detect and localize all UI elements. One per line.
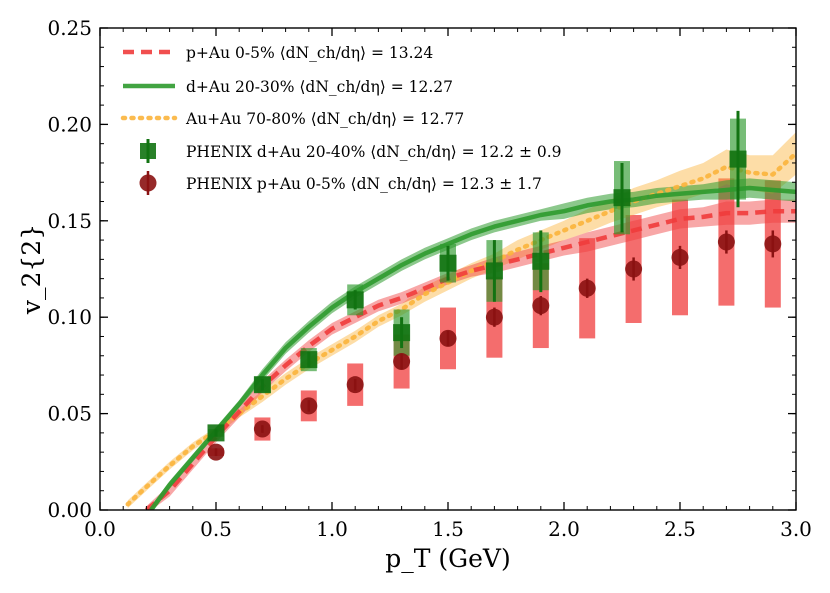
- pAu-line: [144, 208, 796, 510]
- y-axis-label: v_2{2}: [17, 224, 46, 315]
- legend-label-phenix-dAu: PHENIX d+Au 20-40% ⟨dN_ch/dη⟩ = 12.2 ± 0…: [186, 143, 562, 161]
- legend-label-dAu: d+Au 20-30% ⟨dN_ch/dη⟩ = 12.27: [186, 78, 453, 96]
- phenix-pAu-point-3: [346, 376, 364, 394]
- phenix-dAu-point-3: [346, 291, 364, 309]
- phenix-pAu-point-9: [625, 260, 643, 278]
- phenix-dAu-point-1: [253, 376, 271, 394]
- legend: p+Au 0-5% ⟨dN_ch/dη⟩ = 13.24 d+Au 20-30% …: [120, 44, 562, 195]
- y-tick-label-2: 0.10: [47, 305, 92, 329]
- legend-label-AuAu: Au+Au 70-80% ⟨dN_ch/dη⟩ = 12.77: [185, 110, 464, 128]
- phenix-pAu-point-5: [439, 329, 457, 347]
- y-tick-label-4: 0.20: [47, 112, 92, 136]
- y-tick-label-5: 0.25: [47, 16, 92, 40]
- AuAu-uncertainty-band: [127, 132, 796, 509]
- y-tick-label-1: 0.05: [47, 402, 92, 426]
- x-axis-label: p_T (GeV): [385, 544, 510, 573]
- legend-swatch-phenix-pAu: [139, 174, 157, 192]
- legend-label-pAu: p+Au 0-5% ⟨dN_ch/dη⟩ = 13.24: [186, 44, 433, 62]
- phenix-dAu-point-0: [207, 424, 225, 442]
- phenix-pAu-point-12: [764, 235, 782, 253]
- phenix-dAu-point-5: [439, 254, 457, 272]
- phenix-pAu-point-8: [578, 279, 596, 297]
- phenix-dAu-point-8: [613, 189, 631, 207]
- phenix-dAu-point-9: [729, 150, 747, 168]
- phenix-pAu-point-2: [300, 397, 318, 415]
- phenix-pAu-point-0: [207, 443, 225, 461]
- x-tick-label-2: 1.0: [316, 517, 348, 541]
- phenix-dAu-point-6: [485, 262, 503, 280]
- phenix-dAu-point-2: [300, 351, 318, 369]
- y-tick-label-3: 0.15: [47, 209, 92, 233]
- phenix-pAu-point-4: [393, 353, 411, 371]
- phenix-pAu-point-7: [532, 297, 550, 315]
- legend-label-phenix-pAu: PHENIX p+Au 0-5% ⟨dN_ch/dη⟩ = 12.3 ± 1.7: [186, 175, 542, 193]
- phenix-pAu-point-1: [253, 420, 271, 438]
- x-tick-label-4: 2.0: [548, 517, 580, 541]
- phenix-pAu-point-6: [485, 308, 503, 326]
- x-tick-label-0: 0.0: [84, 517, 116, 541]
- phenix-pAu-point-11: [717, 233, 735, 251]
- phenix-pAu-point-10: [671, 248, 689, 266]
- axis-layer: 0.0 0.5 1.0 1.5 2.0 2.5 3.0 0.00 0.05 0.10 0.15 0.2…: [17, 16, 812, 573]
- data-layer: [125, 110, 796, 510]
- x-tick-label-5: 2.5: [664, 517, 696, 541]
- phenix-dAu-point-4: [393, 324, 411, 342]
- phenix-dAu-point-7: [532, 252, 550, 270]
- y-tick-label-0: 0.00: [47, 498, 92, 522]
- x-tick-label-1: 0.5: [200, 517, 232, 541]
- x-tick-label-6: 3.0: [780, 517, 812, 541]
- legend-swatch-phenix-dAu: [140, 143, 156, 159]
- x-tick-label-3: 1.5: [432, 517, 464, 541]
